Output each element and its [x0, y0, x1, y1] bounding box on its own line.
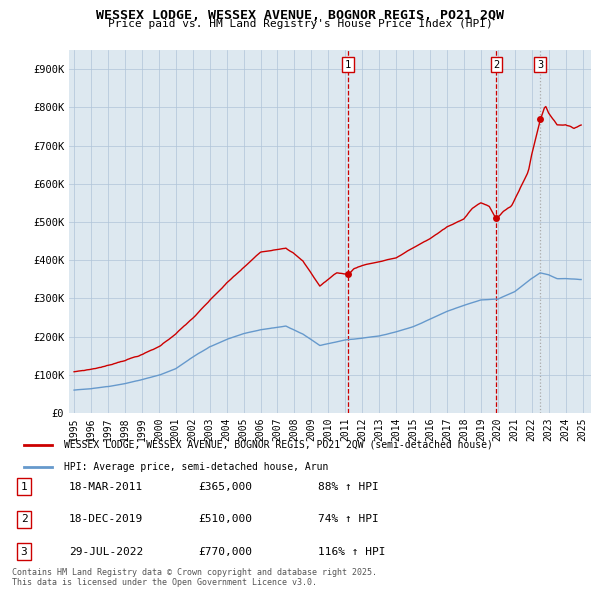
Text: 1: 1 [20, 482, 28, 491]
Text: £770,000: £770,000 [198, 547, 252, 556]
Text: 1: 1 [345, 60, 351, 70]
Text: 88% ↑ HPI: 88% ↑ HPI [318, 482, 379, 491]
Text: Contains HM Land Registry data © Crown copyright and database right 2025.
This d: Contains HM Land Registry data © Crown c… [12, 568, 377, 587]
Text: 3: 3 [537, 60, 543, 70]
Text: WESSEX LODGE, WESSEX AVENUE, BOGNOR REGIS, PO21 2QW: WESSEX LODGE, WESSEX AVENUE, BOGNOR REGI… [96, 9, 504, 22]
Text: Price paid vs. HM Land Registry's House Price Index (HPI): Price paid vs. HM Land Registry's House … [107, 19, 493, 30]
Text: 2: 2 [493, 60, 500, 70]
Text: 3: 3 [20, 547, 28, 556]
Text: 2: 2 [20, 514, 28, 524]
Text: £510,000: £510,000 [198, 514, 252, 524]
Text: 18-DEC-2019: 18-DEC-2019 [69, 514, 143, 524]
Text: WESSEX LODGE, WESSEX AVENUE, BOGNOR REGIS, PO21 2QW (semi-detached house): WESSEX LODGE, WESSEX AVENUE, BOGNOR REGI… [64, 440, 493, 450]
Text: £365,000: £365,000 [198, 482, 252, 491]
Text: 116% ↑ HPI: 116% ↑ HPI [318, 547, 386, 556]
Text: 74% ↑ HPI: 74% ↑ HPI [318, 514, 379, 524]
Text: HPI: Average price, semi-detached house, Arun: HPI: Average price, semi-detached house,… [64, 462, 328, 472]
Text: 18-MAR-2011: 18-MAR-2011 [69, 482, 143, 491]
Text: 29-JUL-2022: 29-JUL-2022 [69, 547, 143, 556]
